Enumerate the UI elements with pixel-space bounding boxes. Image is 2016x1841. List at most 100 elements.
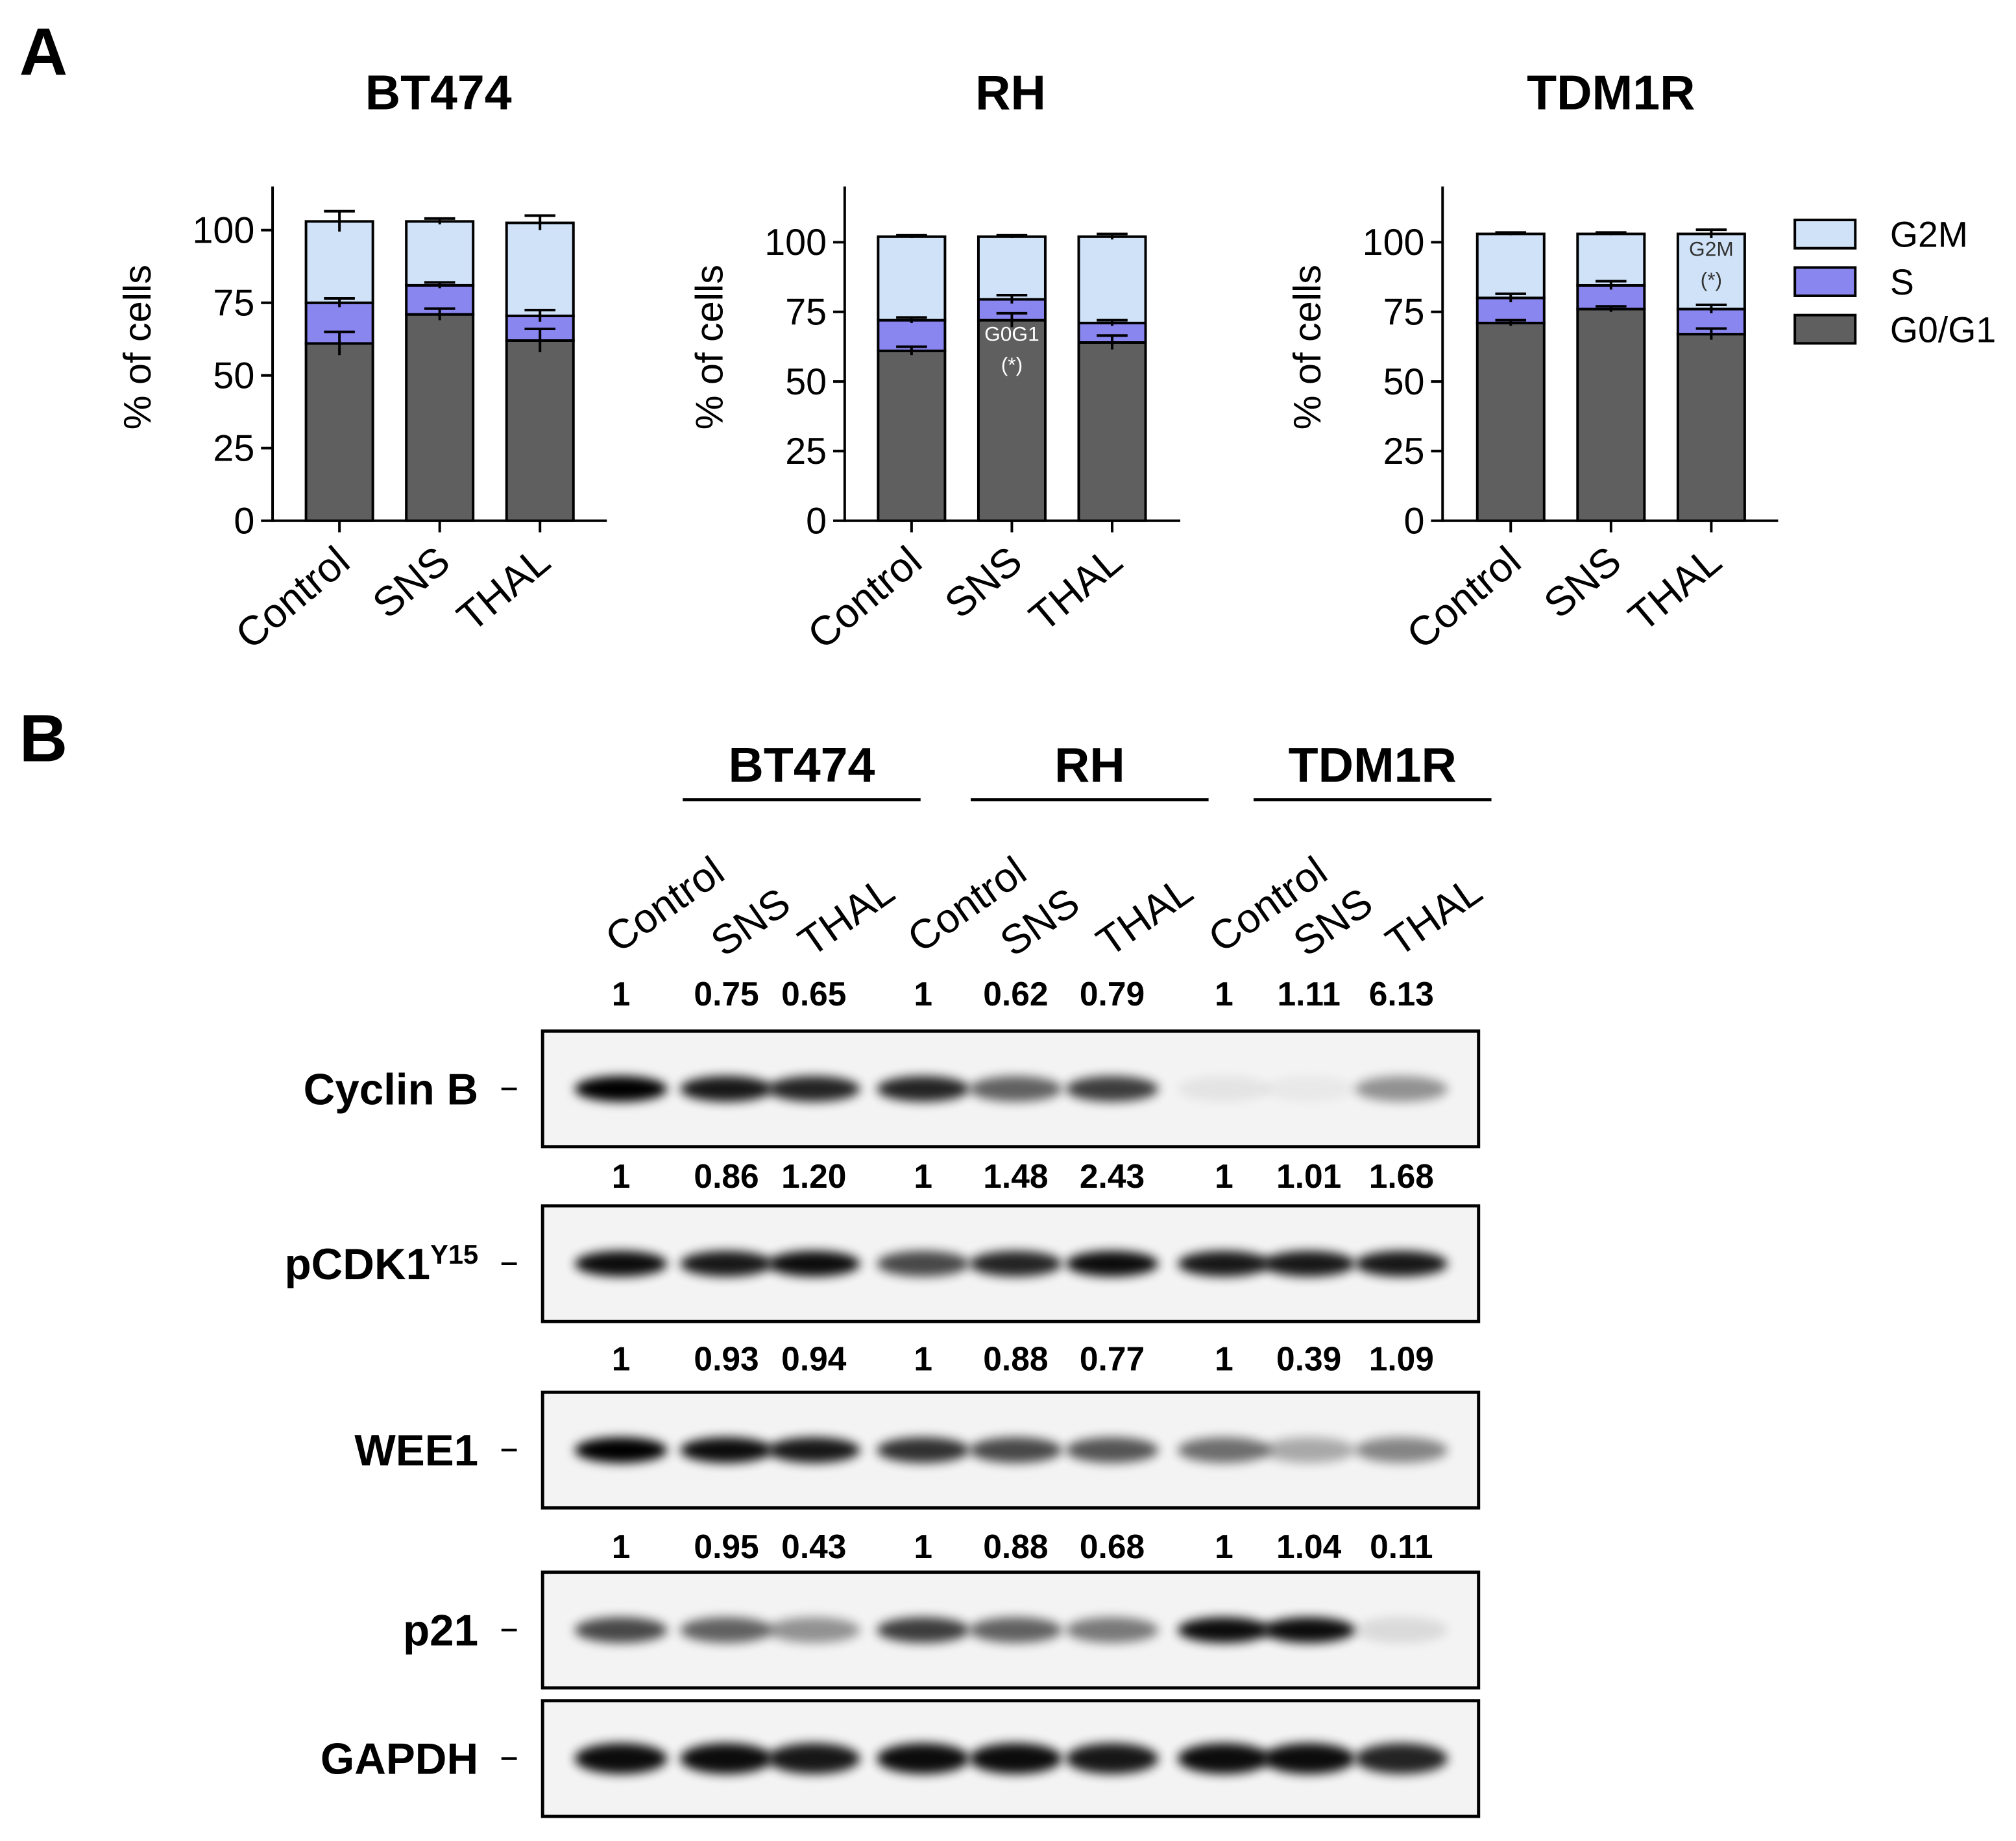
x-tick-label: THAL — [1620, 538, 1730, 640]
error-bar — [896, 316, 927, 323]
band — [969, 1617, 1062, 1643]
error-bar — [1695, 327, 1727, 340]
band — [680, 1251, 773, 1277]
annotation-note: (*) — [1701, 268, 1722, 291]
bar-segment — [505, 339, 575, 522]
bar-segment — [977, 235, 1047, 301]
quantification: 6.13 — [1369, 975, 1434, 1013]
band — [1262, 1743, 1355, 1774]
chart-title: BT474 — [365, 66, 512, 120]
quantification: 1 — [1215, 1340, 1233, 1378]
bar-segment — [505, 221, 575, 317]
band — [574, 1617, 668, 1643]
band — [1262, 1437, 1355, 1463]
y-tick-label: 25 — [213, 428, 254, 470]
bar-segment — [1077, 341, 1147, 522]
quantification: 0.79 — [1080, 975, 1145, 1013]
band — [877, 1743, 970, 1774]
error-bar — [324, 330, 355, 355]
error-bar — [524, 308, 556, 322]
lane-label: THAL — [1089, 868, 1201, 965]
error-bar — [324, 210, 355, 232]
group-title: RH — [1054, 738, 1125, 792]
band — [969, 1437, 1062, 1463]
band — [1065, 1743, 1159, 1774]
x-tick-label: Control — [799, 538, 930, 658]
error-bar — [424, 307, 455, 320]
y-tick-label: 100 — [192, 210, 254, 252]
row-label-text: GAPDH — [321, 1735, 478, 1784]
band — [1355, 1437, 1448, 1463]
band — [1355, 1617, 1448, 1643]
quantification: 1 — [612, 1528, 631, 1565]
error-bar — [996, 311, 1028, 328]
annotation: G0G1 — [984, 322, 1039, 345]
x-tick-label: Control — [227, 538, 358, 658]
quantification: 0.95 — [694, 1528, 759, 1565]
legend-swatch — [1793, 266, 1857, 297]
quantification: 1 — [1215, 975, 1233, 1013]
row-label-text: pCDK1 — [285, 1240, 431, 1289]
bar-segment — [405, 313, 475, 522]
quantification: 1.01 — [1276, 1157, 1341, 1195]
y-axis-label: % of cells — [688, 265, 731, 429]
error-bar — [896, 234, 927, 238]
error-bar — [1596, 280, 1627, 290]
y-tick-label: 100 — [764, 222, 827, 263]
band — [767, 1437, 860, 1463]
quantification: 1 — [914, 975, 932, 1013]
row-label: Cyclin B — [304, 1065, 479, 1114]
y-tick-label: 50 — [1383, 361, 1425, 403]
band — [767, 1251, 860, 1277]
error-bar — [1495, 319, 1527, 326]
band — [1178, 1743, 1270, 1774]
quantification: 1 — [612, 1157, 631, 1195]
band — [1065, 1437, 1159, 1463]
band — [574, 1076, 668, 1102]
y-tick-label: 25 — [785, 431, 827, 472]
band — [969, 1251, 1062, 1277]
quantification: 1.09 — [1369, 1340, 1434, 1378]
bar-segment — [304, 220, 374, 304]
error-bar — [524, 328, 556, 352]
bar-segment — [1576, 232, 1646, 287]
error-bar — [1495, 231, 1527, 235]
y-tick-label: 0 — [234, 501, 254, 542]
band — [1262, 1076, 1355, 1102]
chart-title: RH — [975, 66, 1046, 120]
bar-segment — [1476, 321, 1546, 522]
chart-title: TDM1R — [1527, 66, 1695, 120]
y-tick-label: 50 — [785, 361, 827, 403]
legend-swatch — [1793, 219, 1857, 250]
error-bar — [1695, 304, 1727, 313]
row-label-superscript: Y15 — [430, 1239, 478, 1269]
band — [574, 1437, 668, 1463]
y-tick-label: 75 — [213, 283, 254, 324]
lane-label: THAL — [1378, 868, 1490, 965]
band — [877, 1251, 970, 1277]
x-tick-label: Control — [1399, 538, 1530, 658]
bar-segment — [1576, 307, 1646, 522]
band — [877, 1437, 970, 1463]
band — [680, 1617, 773, 1643]
error-bar — [424, 217, 455, 224]
row-label-text: WEE1 — [354, 1426, 478, 1475]
panel-label: B — [19, 701, 67, 775]
bar-segment — [405, 220, 475, 287]
band — [1178, 1076, 1270, 1102]
quantification: 1 — [1215, 1528, 1233, 1565]
row-label-text: p21 — [403, 1607, 478, 1655]
quantification: 0.43 — [781, 1528, 846, 1565]
error-bar — [1596, 231, 1627, 235]
error-bar — [1097, 232, 1128, 240]
band — [1262, 1617, 1355, 1643]
y-tick-label: 75 — [785, 292, 827, 333]
x-tick-label: SNS — [365, 538, 459, 627]
error-bar — [1695, 228, 1727, 238]
bar-segment — [877, 235, 947, 322]
error-bar — [1097, 334, 1128, 350]
band — [877, 1076, 970, 1102]
quantification: 1 — [914, 1157, 932, 1195]
band — [1355, 1743, 1448, 1774]
